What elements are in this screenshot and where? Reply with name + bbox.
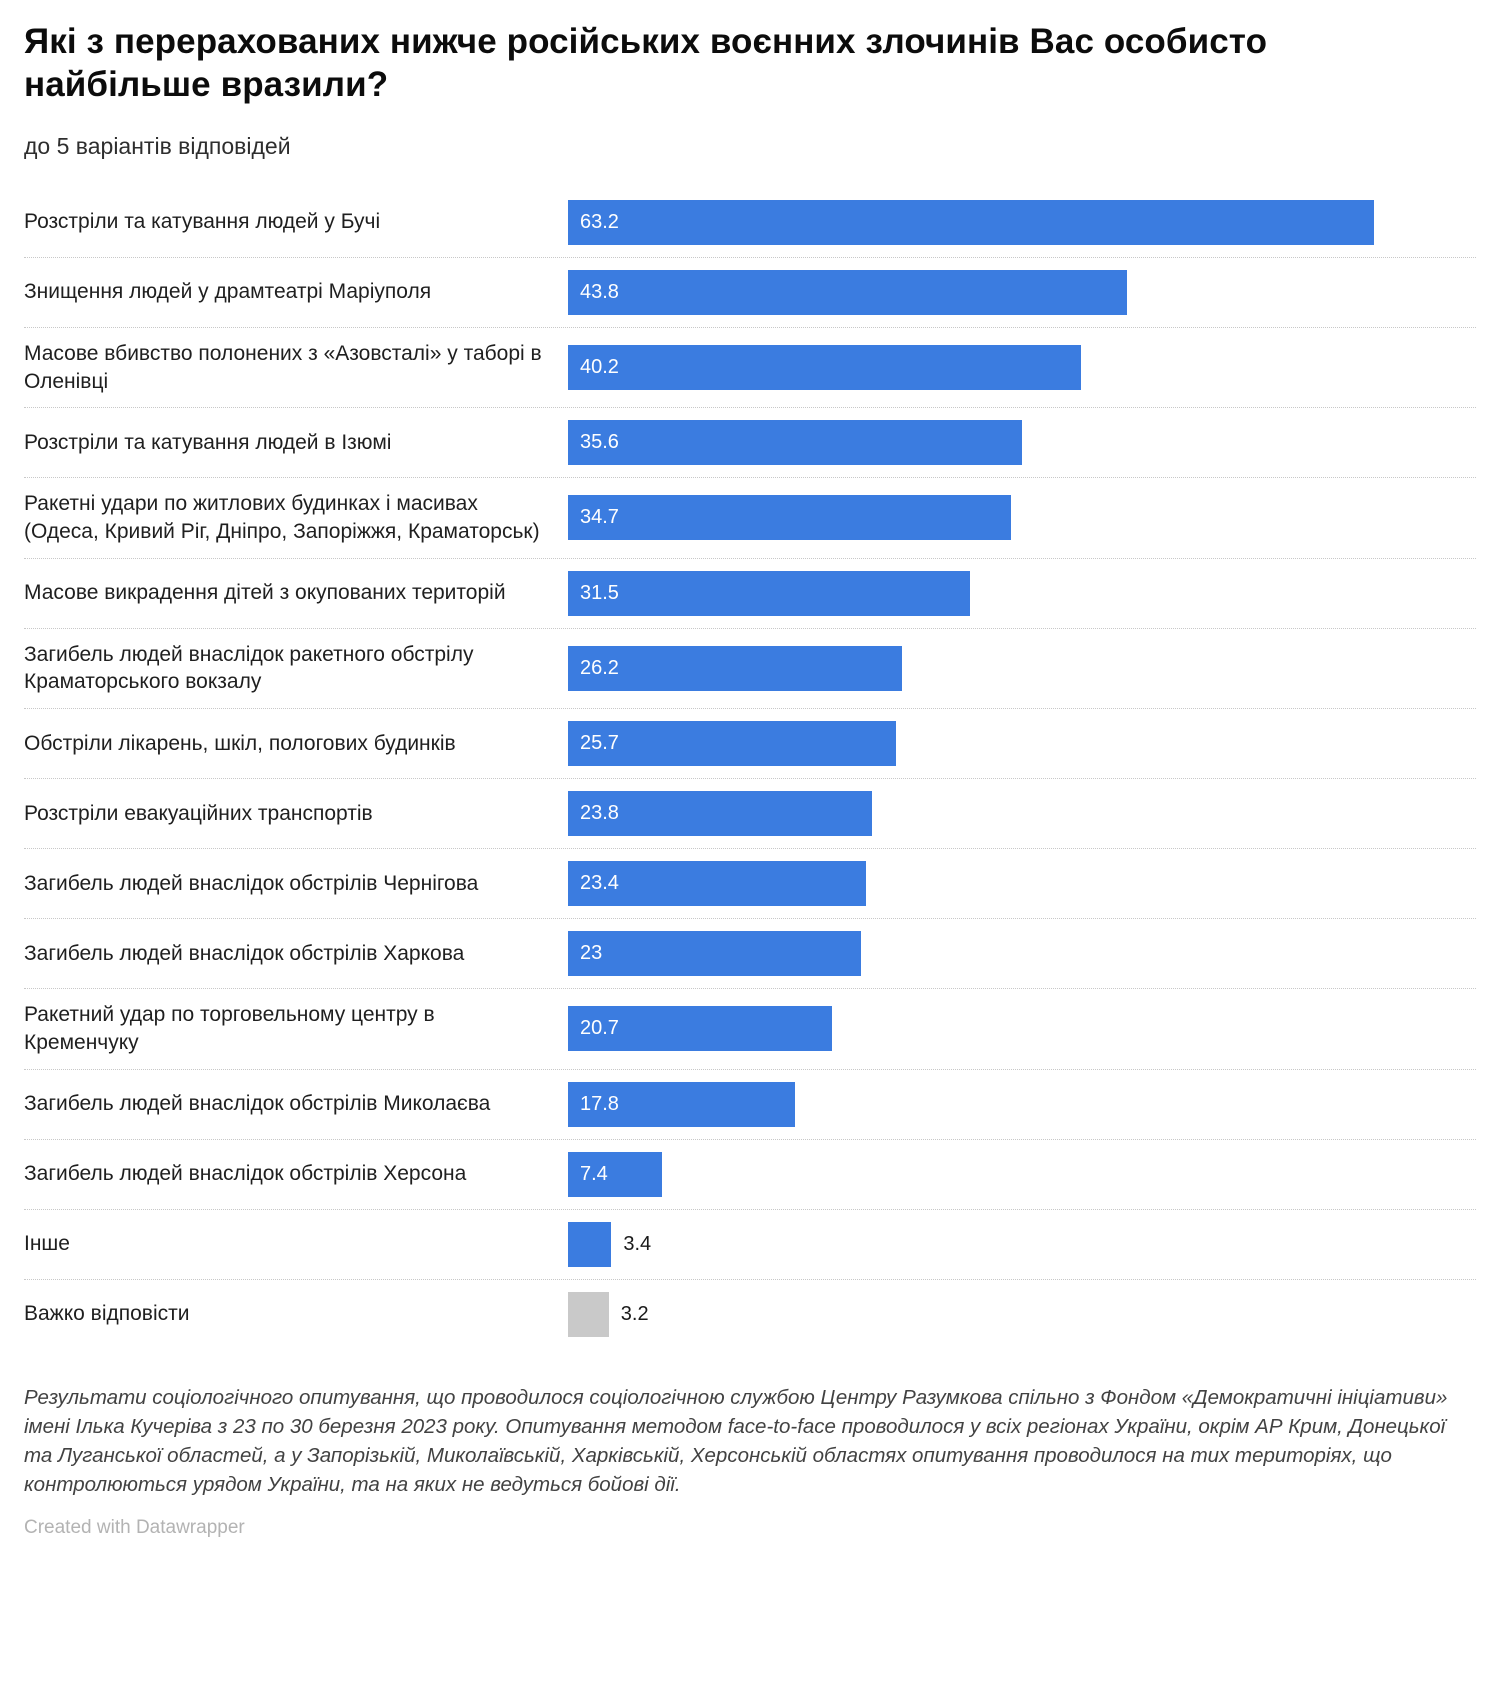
value-label: 40.2	[580, 356, 619, 378]
category-label: Обстріли лікарень, шкіл, пологових будин…	[24, 731, 456, 755]
category-label: Загибель людей внаслідок обстрілів Черні…	[24, 871, 479, 895]
chart-row: Знищення людей у драмтеатрі Маріуполя 43.…	[24, 258, 1476, 328]
value-label: 23	[580, 942, 603, 965]
category-label: Розстріли та катування людей у Бучі	[24, 210, 381, 234]
bar-track: 20.7	[568, 1006, 1374, 1052]
value-label: 7.4	[580, 1162, 608, 1185]
value-label: 31.5	[580, 581, 619, 604]
chart-row: Ракетні удари по житлових будинках і мас…	[24, 478, 1476, 559]
chart-row: Обстріли лікарень, шкіл, пологових будин…	[24, 709, 1476, 780]
category-label: Загибель людей внаслідок обстрілів Микол…	[24, 1092, 491, 1116]
value-label: 43.8	[580, 280, 619, 303]
bar-chart: Розстріли та катування людей у Бучі 63.2 З…	[24, 188, 1476, 1349]
category-label: Загибель людей внаслідок обстрілів Харко…	[24, 941, 465, 965]
datawrapper-credit: Created with Datawrapper	[24, 1516, 245, 1538]
category-label: Ракетні удари по житлових будинках і мас…	[24, 492, 540, 543]
bar-track: 63.2	[568, 199, 1374, 245]
value-label: 20.7	[580, 1017, 619, 1040]
value-label: 23.8	[580, 802, 619, 825]
chart-row: Масове вбивство полонених з «Азовсталі» …	[24, 328, 1476, 409]
value-label: 34.7	[580, 506, 619, 529]
bar: 20.7	[568, 1006, 832, 1052]
source-note: Результати соціологічного опитування, що…	[24, 1385, 1448, 1496]
bar: 26.2	[568, 645, 903, 691]
bar-track: 3.2	[568, 1291, 1374, 1337]
bar-track: 23	[568, 931, 1374, 977]
value-label: 17.8	[580, 1092, 619, 1115]
chart-row: Ракетний удар по торговельному центру в …	[24, 989, 1476, 1070]
chart-row: Загибель людей внаслідок обстрілів Херсо…	[24, 1140, 1476, 1210]
bar-track: 3.4	[568, 1221, 1374, 1267]
category-label: Загибель людей внаслідок ракетного обстр…	[24, 642, 474, 694]
chart-row: Загибель людей внаслідок обстрілів Микол…	[24, 1070, 1476, 1140]
chart-row: Розстріли та катування людей у Бучі 63.2	[24, 188, 1476, 258]
chart-row: Важко відповісти 3.2	[24, 1280, 1476, 1349]
chart-row: Розстріли евакуаційних транспортів 23.8	[24, 779, 1476, 850]
bar-track: 17.8	[568, 1081, 1374, 1127]
chart-row: Розстріли та катування людей в Ізюмі 35.6	[24, 408, 1476, 479]
bar-track: 25.7	[568, 721, 1374, 767]
chart-title: Які з перерахованих нижче російських воє…	[24, 22, 1268, 105]
category-label: Масове викрадення дітей з окупованих тер…	[24, 581, 506, 605]
category-label: Розстріли евакуаційних транспортів	[24, 801, 373, 825]
value-label: 35.6	[580, 431, 619, 454]
bar-track: 23.4	[568, 861, 1374, 907]
bar: 40.2	[568, 345, 1081, 390]
chart-row: Загибель людей внаслідок ракетного обстр…	[24, 629, 1476, 710]
bar: 31.5	[568, 570, 970, 616]
bar: 25.7	[568, 721, 896, 767]
chart-row: Інше 3.4	[24, 1210, 1476, 1280]
chart-row: Загибель людей внаслідок обстрілів Харко…	[24, 919, 1476, 990]
category-label: Інше	[24, 1232, 70, 1256]
bar-track: 31.5	[568, 570, 1374, 616]
bar: 17.8	[568, 1081, 795, 1127]
bar: 23.4	[568, 861, 867, 907]
bar	[568, 1221, 612, 1267]
bar-track: 43.8	[568, 269, 1374, 315]
category-label: Загибель людей внаслідок обстрілів Херсо…	[24, 1162, 467, 1186]
bar	[568, 1291, 609, 1337]
value-label: 63.2	[580, 210, 619, 233]
category-label: Розстріли та катування людей в Ізюмі	[24, 430, 392, 454]
bar: 63.2	[568, 199, 1374, 245]
bar-track: 7.4	[568, 1151, 1374, 1197]
category-label: Знищення людей у драмтеатрі Маріуполя	[24, 280, 432, 304]
bar-track: 35.6	[568, 420, 1374, 466]
bar-track: 23.8	[568, 791, 1374, 837]
bar: 43.8	[568, 269, 1127, 315]
chart-row: Масове викрадення дітей з окупованих тер…	[24, 559, 1476, 629]
bar-track: 34.7	[568, 495, 1374, 541]
value-label: 25.7	[580, 732, 619, 755]
category-label: Важко відповісти	[24, 1302, 190, 1326]
bar-track: 26.2	[568, 645, 1374, 691]
bar: 34.7	[568, 495, 1011, 541]
bar: 7.4	[568, 1151, 663, 1197]
category-label: Ракетний удар по торговельному центру в …	[24, 1003, 435, 1054]
bar-track: 40.2	[568, 345, 1374, 390]
bar: 23.8	[568, 791, 872, 837]
chart-row: Загибель людей внаслідок обстрілів Черні…	[24, 849, 1476, 920]
bar: 23	[568, 931, 862, 977]
bar: 35.6	[568, 420, 1022, 466]
value-label: 23.4	[580, 872, 619, 895]
chart-subtitle: до 5 варіантів відповідей	[24, 132, 291, 159]
value-label: 3.4	[623, 1232, 652, 1255]
chart-card: Які з перерахованих нижче російських воє…	[24, 22, 1476, 1538]
value-label: 26.2	[580, 656, 619, 679]
category-label: Масове вбивство полонених з «Азовсталі» …	[24, 341, 542, 393]
value-label: 3.2	[620, 1302, 649, 1325]
